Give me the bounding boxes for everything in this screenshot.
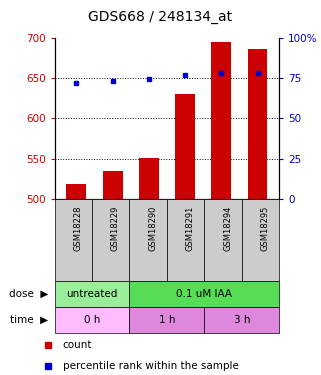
Bar xyxy=(211,42,231,199)
Text: untreated: untreated xyxy=(66,289,118,299)
Bar xyxy=(129,307,204,333)
Text: 3 h: 3 h xyxy=(234,315,250,325)
Text: GSM18294: GSM18294 xyxy=(223,206,232,251)
Text: percentile rank within the sample: percentile rank within the sample xyxy=(63,361,239,371)
Text: count: count xyxy=(63,340,92,350)
Text: 1 h: 1 h xyxy=(159,315,175,325)
Bar xyxy=(92,199,129,281)
Text: dose  ▶: dose ▶ xyxy=(9,289,48,299)
Bar xyxy=(55,307,129,333)
Text: time  ▶: time ▶ xyxy=(10,315,48,325)
Bar xyxy=(103,171,123,199)
Bar xyxy=(66,184,86,199)
Bar xyxy=(204,199,242,281)
Text: GDS668 / 248134_at: GDS668 / 248134_at xyxy=(89,10,232,24)
Text: GSM18229: GSM18229 xyxy=(111,206,120,251)
Text: GSM18295: GSM18295 xyxy=(261,206,270,251)
Text: 0 h: 0 h xyxy=(84,315,100,325)
Bar xyxy=(55,199,92,281)
Bar xyxy=(129,281,279,307)
Text: GSM18290: GSM18290 xyxy=(148,206,157,251)
Text: 0.1 uM IAA: 0.1 uM IAA xyxy=(176,289,232,299)
Bar xyxy=(129,199,167,281)
Bar xyxy=(55,281,129,307)
Text: GSM18291: GSM18291 xyxy=(186,206,195,251)
Text: GSM18228: GSM18228 xyxy=(73,206,82,251)
Bar xyxy=(139,158,159,199)
Bar xyxy=(242,199,279,281)
Bar xyxy=(204,307,279,333)
Bar xyxy=(247,49,267,199)
Bar xyxy=(167,199,204,281)
Bar xyxy=(175,94,195,199)
